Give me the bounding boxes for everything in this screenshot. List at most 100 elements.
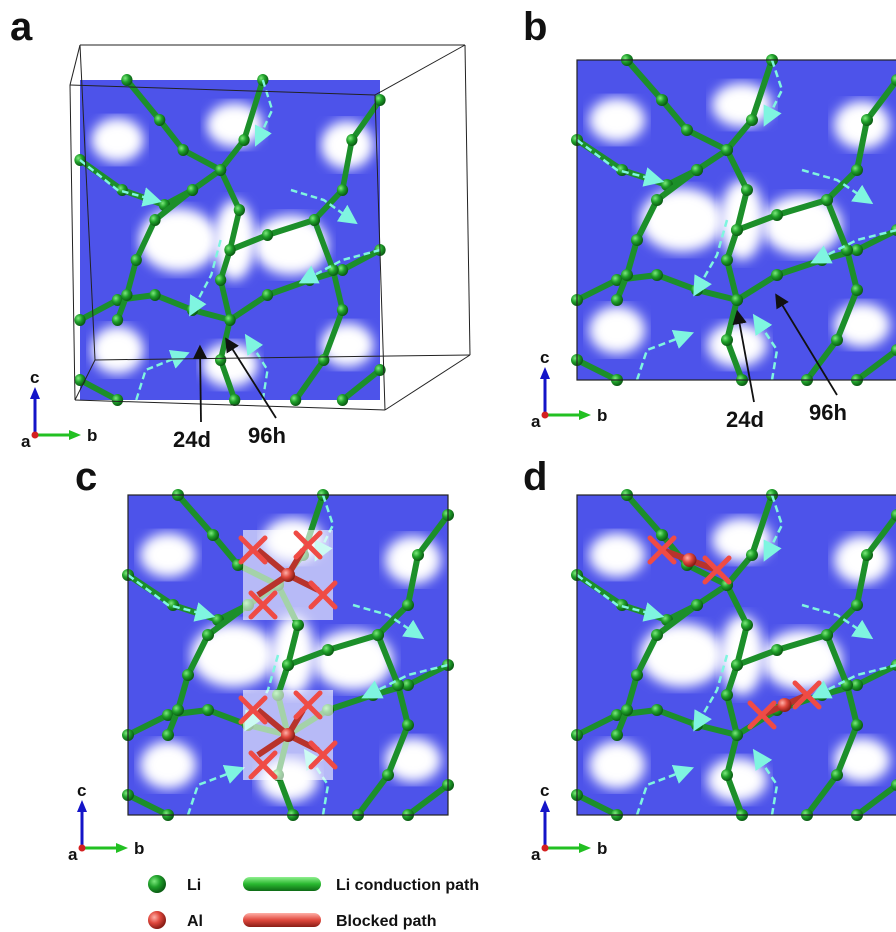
- li-atom: [318, 354, 330, 366]
- li-atom: [346, 134, 358, 146]
- conduction-arrow: [635, 330, 695, 381]
- li-atom: [611, 709, 623, 721]
- conduction-arrow: [361, 663, 449, 699]
- void: [712, 518, 772, 562]
- axis-right-head: [579, 843, 591, 853]
- li-atom: [121, 74, 133, 86]
- blocked-mark: [647, 535, 677, 565]
- li-atom: [851, 284, 863, 296]
- axis-label-out: a: [531, 412, 541, 431]
- li-atom: [691, 719, 703, 731]
- legend-label: Li conduction path: [336, 877, 479, 894]
- conduction-arrow: [135, 350, 190, 401]
- li-atom: [771, 644, 783, 656]
- void: [707, 323, 767, 367]
- li-atom: [656, 94, 668, 106]
- li-atom: [721, 334, 733, 346]
- conduction-arrow: [635, 765, 695, 816]
- li-atom: [891, 344, 896, 356]
- blocked-mark: [238, 695, 268, 725]
- cell-edge: [384, 354, 471, 411]
- axis-label-up: c: [30, 368, 39, 387]
- blocked-mark: [308, 740, 338, 770]
- li-atom: [186, 184, 199, 196]
- conduction-arrow: [693, 219, 729, 297]
- li-atom: [651, 194, 663, 206]
- void: [140, 741, 196, 789]
- void: [712, 83, 772, 127]
- li-atom: [292, 619, 304, 631]
- li-atom: [402, 679, 414, 691]
- conduction-arrow: [127, 574, 216, 622]
- al-atom: [777, 698, 792, 712]
- void: [762, 630, 842, 690]
- void: [385, 536, 441, 584]
- axis-label-right: b: [87, 426, 97, 445]
- li-atom: [721, 144, 733, 156]
- axis-up-head: [540, 367, 550, 379]
- li-atom: [731, 729, 743, 741]
- blocked-mark: [238, 535, 268, 565]
- void: [834, 101, 890, 149]
- li-atom: [111, 314, 124, 326]
- blocked-mark: [792, 680, 822, 710]
- li-atom: [215, 354, 227, 366]
- li-atom: [891, 509, 896, 521]
- void: [589, 741, 645, 789]
- panel-label: d: [523, 455, 547, 499]
- li-atom: [111, 394, 124, 406]
- li-atom: [816, 254, 828, 266]
- conduction-arrow: [576, 574, 665, 622]
- li-atom: [861, 549, 873, 561]
- li-atom: [130, 254, 142, 266]
- void: [206, 103, 263, 147]
- li-path: [574, 792, 620, 818]
- panels: [69, 44, 896, 821]
- li-atom: [282, 659, 294, 671]
- li-path: [624, 57, 750, 383]
- void: [313, 630, 393, 690]
- legend-atom: [148, 911, 166, 929]
- li-path: [227, 97, 383, 253]
- li-atom: [149, 289, 161, 301]
- void: [589, 98, 645, 142]
- li-path: [339, 367, 383, 403]
- li-atom: [851, 599, 863, 611]
- li-atom: [851, 164, 863, 176]
- cell-edge: [69, 44, 81, 86]
- li-atom: [172, 704, 184, 716]
- structure-panel: [122, 489, 454, 821]
- li-atom: [367, 689, 379, 701]
- li-atom: [336, 394, 349, 406]
- cell-edge: [74, 359, 96, 401]
- blocked-mark: [308, 580, 338, 610]
- void: [140, 533, 196, 577]
- li-atom: [229, 394, 241, 406]
- li-atom: [238, 134, 250, 146]
- annotation-arrow: [732, 309, 755, 403]
- li-path: [854, 782, 896, 818]
- blocked-mark: [702, 555, 732, 585]
- axis-label-out: a: [531, 845, 541, 864]
- li-path: [125, 792, 171, 818]
- li-atom: [731, 224, 743, 236]
- void: [320, 121, 374, 169]
- cell-frame: [127, 494, 449, 816]
- li-atom: [154, 114, 166, 126]
- li-atom: [261, 289, 274, 301]
- axis-right-head: [69, 430, 81, 440]
- void: [201, 343, 259, 387]
- li-atom: [851, 719, 863, 731]
- axis-label-up: c: [540, 781, 549, 800]
- li-path: [734, 512, 896, 668]
- li-path: [77, 377, 121, 403]
- li-atom: [721, 689, 733, 701]
- al-atom: [281, 568, 295, 582]
- li-atom: [233, 204, 246, 216]
- li-atom: [149, 214, 161, 226]
- li-atom: [111, 294, 124, 306]
- conduction-arrow: [801, 168, 874, 205]
- axis-out: [78, 844, 86, 852]
- legend-label: Li: [187, 877, 201, 894]
